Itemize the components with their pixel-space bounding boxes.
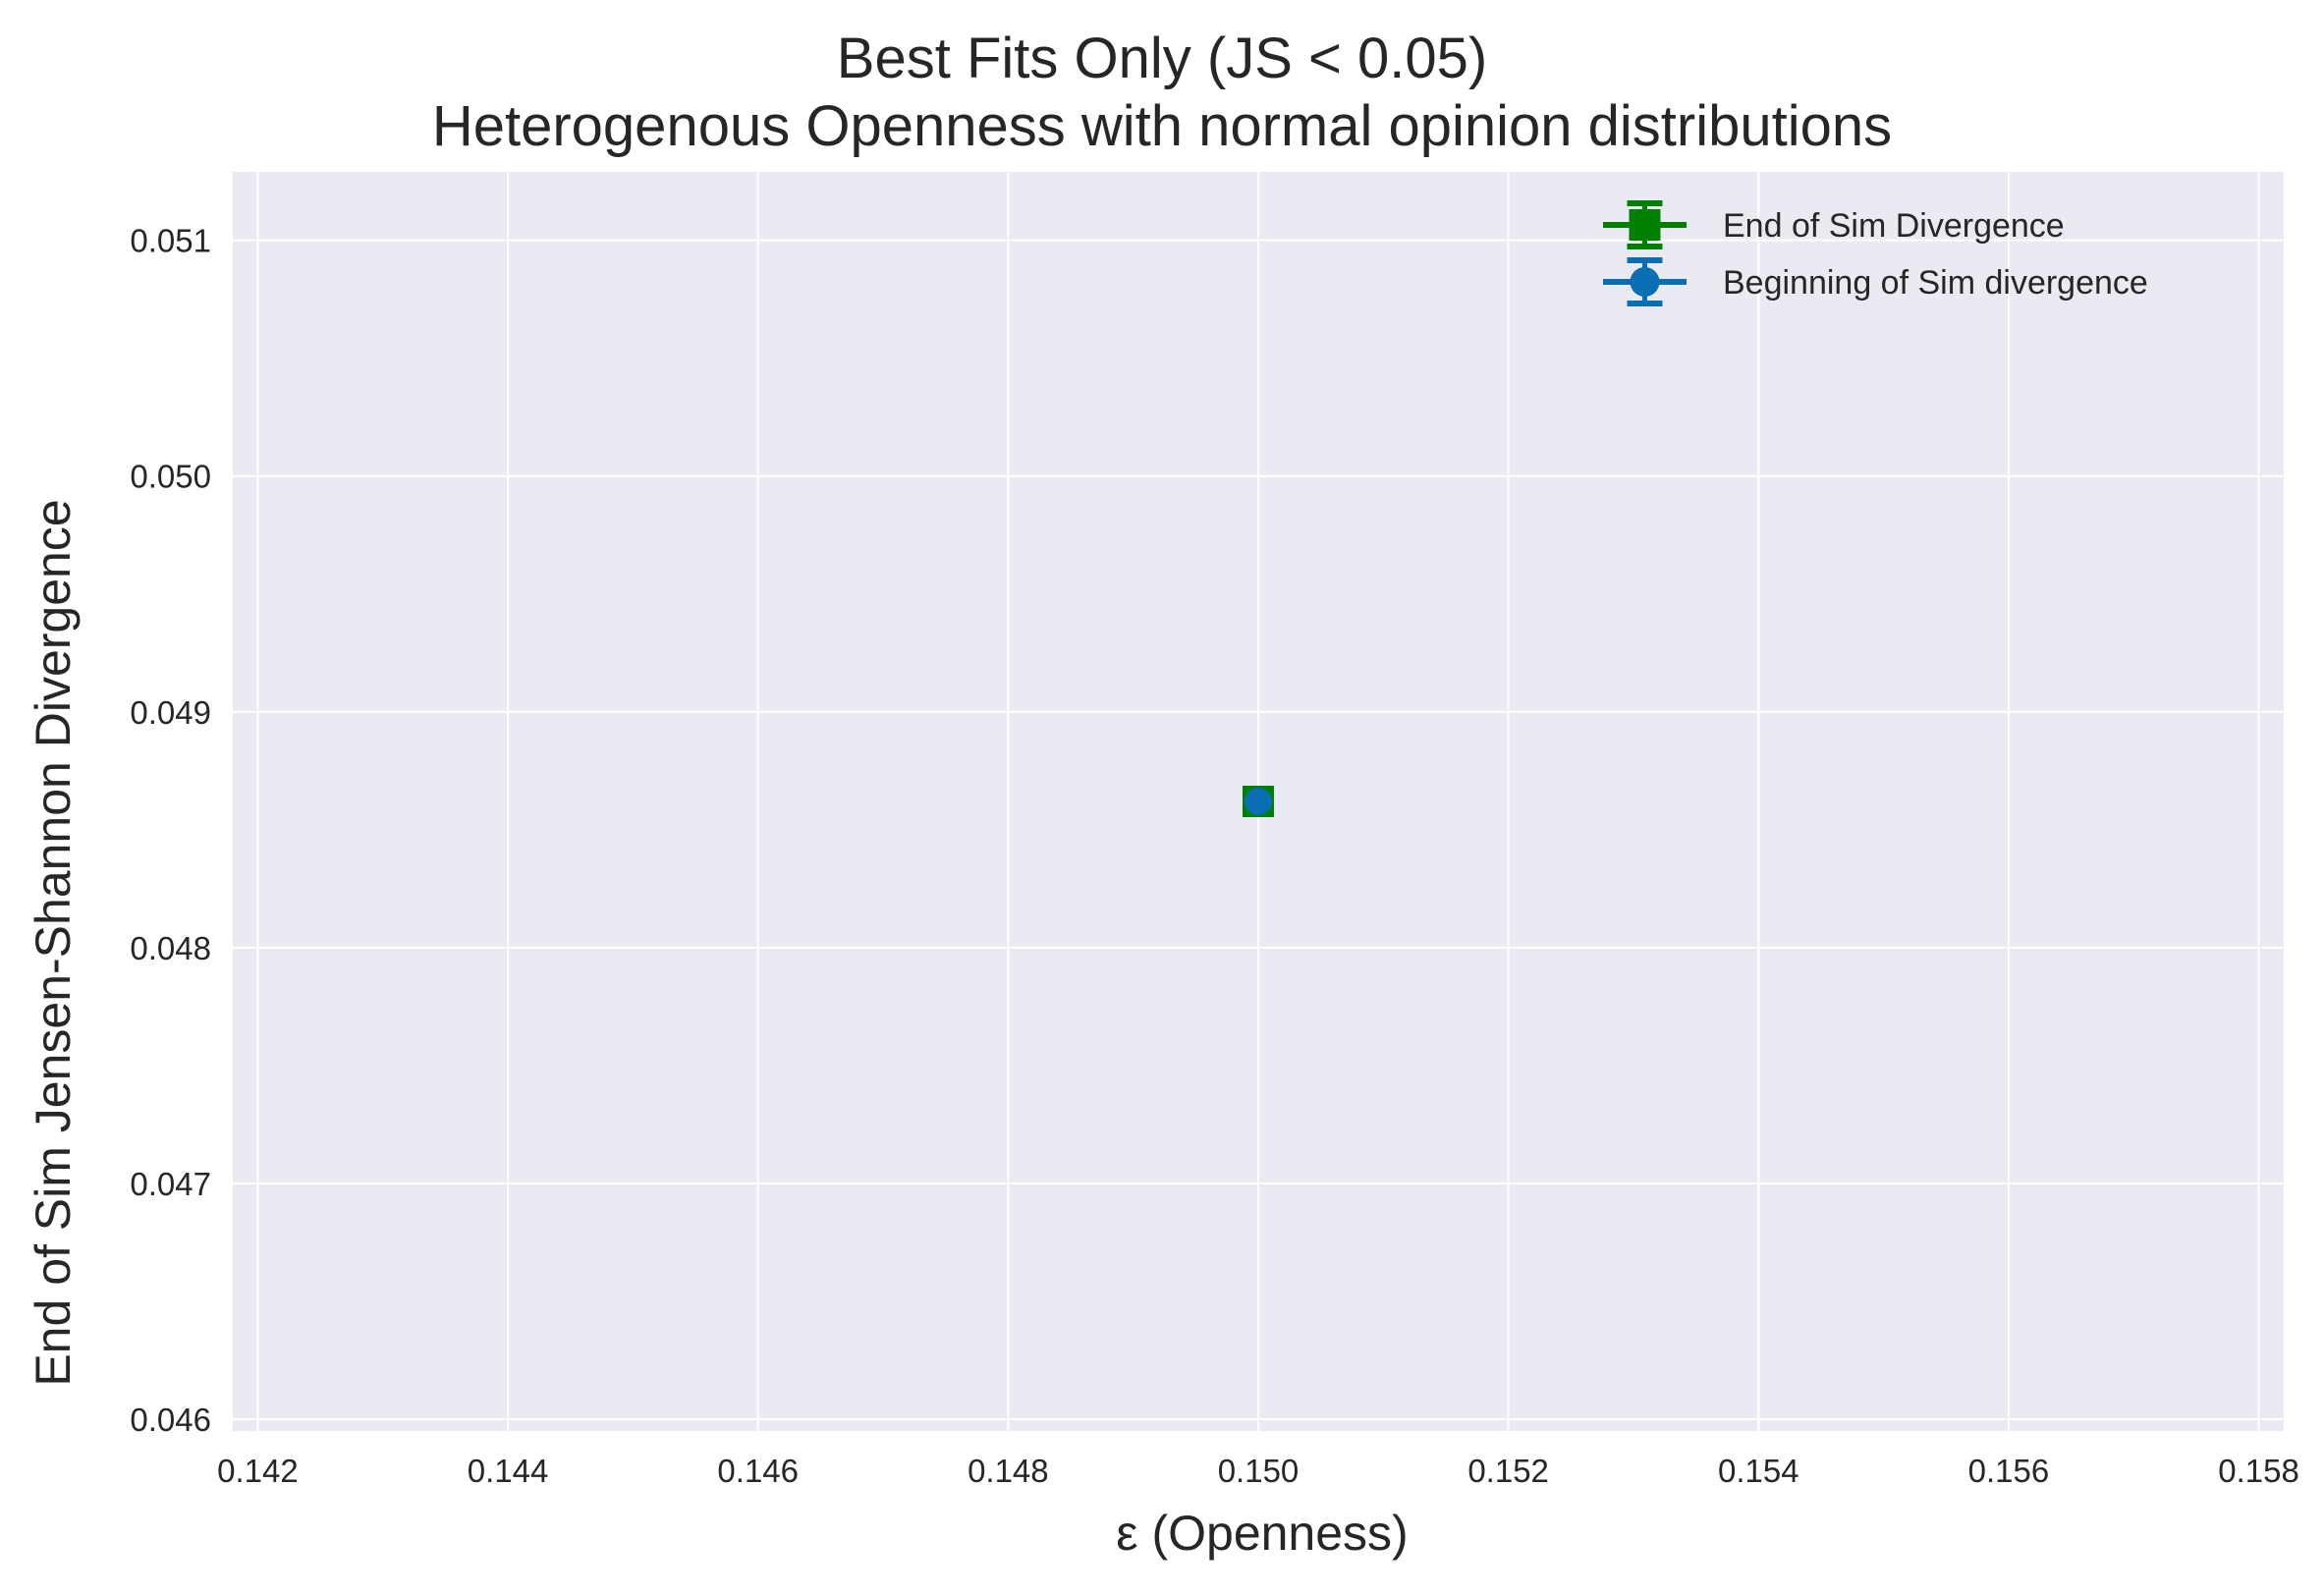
x-tick-labels: 0.142 0.144 0.146 0.148 0.150 0.152 0.154 0.156…: [217, 1453, 2299, 1489]
legend-circle-marker: [1630, 267, 1660, 297]
x-tick-label: 0.148: [968, 1453, 1049, 1489]
x-tick-label: 0.158: [2218, 1453, 2299, 1489]
x-tick-label: 0.152: [1467, 1453, 1549, 1489]
x-tick-label: 0.146: [717, 1453, 799, 1489]
x-tick-label: 0.150: [1218, 1453, 1300, 1489]
legend-label: Beginning of Sim divergence: [1723, 264, 2148, 302]
x-tick-label: 0.156: [1968, 1453, 2050, 1489]
y-tick-label: 0.049: [130, 694, 211, 731]
data-points: [1243, 786, 1274, 817]
y-tick-label: 0.051: [130, 223, 211, 259]
y-tick-label: 0.050: [130, 459, 211, 495]
y-axis-label: End of Sim Jensen-Shannon Divergence: [26, 499, 81, 1387]
y-tick-labels: 0.046 0.047 0.048 0.049 0.050 0.051: [130, 223, 211, 1438]
y-tick-label: 0.048: [130, 930, 211, 966]
x-tick-label: 0.154: [1718, 1453, 1799, 1489]
chart-title-line-1: Best Fits Only (JS < 0.05): [836, 27, 1488, 90]
x-tick-label: 0.142: [217, 1453, 299, 1489]
beginning-of-sim-point: [1245, 788, 1272, 815]
y-tick-label: 0.047: [130, 1166, 211, 1202]
x-tick-label: 0.144: [468, 1453, 549, 1489]
y-tick-label: 0.046: [130, 1402, 211, 1438]
legend-square-marker: [1629, 209, 1661, 241]
legend-label: End of Sim Divergence: [1723, 207, 2065, 245]
x-axis-label: ε (Openness): [1116, 1506, 1409, 1561]
chart-title-line-2: Heterogenous Openness with normal opinio…: [431, 94, 1893, 158]
legend: End of Sim Divergence Beginning of Sim di…: [1603, 200, 2148, 306]
